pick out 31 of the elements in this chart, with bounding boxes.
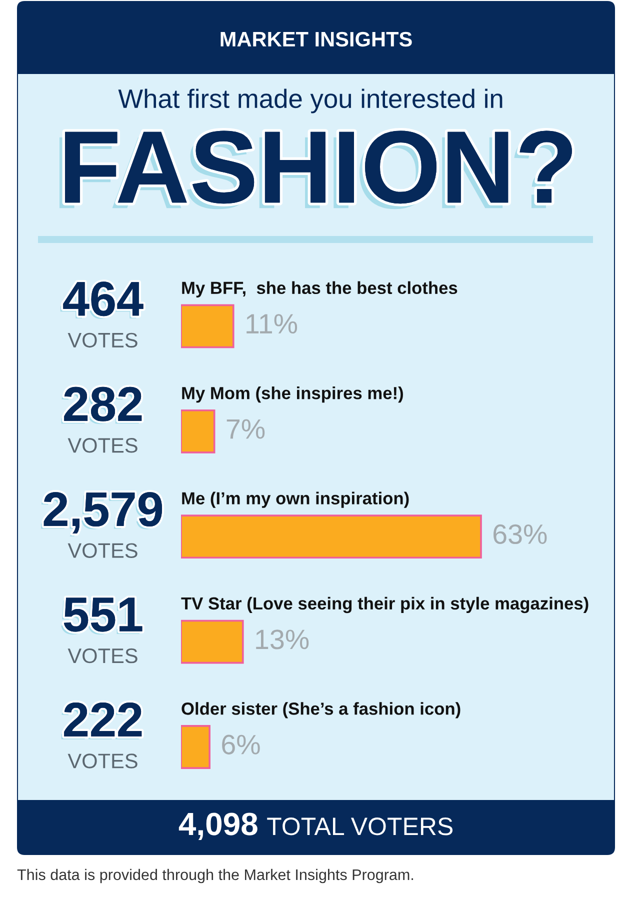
bar xyxy=(181,304,234,348)
text: 551 xyxy=(61,598,142,634)
chart-title: What first made you interested in xyxy=(118,88,502,114)
chart-subtitle: FASHION? xyxy=(60,130,572,210)
y-tick-label: My BFF, she has the best clothes xyxy=(182,281,458,298)
data-label: 13% xyxy=(256,630,309,650)
text: MARKET INSIGHTS xyxy=(220,32,412,47)
text: 222 xyxy=(61,702,142,740)
data-label: 63% xyxy=(494,524,547,544)
y-tick-label: Older sister (She’s a fashion icon) xyxy=(182,702,460,718)
bar xyxy=(181,725,210,769)
data-label: 6% xyxy=(222,734,260,754)
text: 464 xyxy=(60,282,144,319)
text: 4,098 xyxy=(178,812,258,840)
text: 2,579 xyxy=(41,492,162,536)
y-tick-label: Me (I’m my own inspiration) xyxy=(182,492,409,508)
data-label: 11% xyxy=(246,314,298,334)
text: VOTES xyxy=(68,754,138,768)
text: VOTES xyxy=(68,332,138,348)
text: VOTES xyxy=(68,648,138,664)
bar xyxy=(181,620,244,664)
y-tick-label: TV Star (Love seeing their pix in style magazines) xyxy=(181,596,588,614)
text: VOTES xyxy=(68,543,138,558)
text: This data is provided through the Market Insights Program. xyxy=(17,868,414,884)
bar xyxy=(181,514,482,559)
bar xyxy=(181,409,216,454)
text: TOTAL VOTERS xyxy=(267,818,453,836)
text: VOTES xyxy=(68,438,138,453)
text: 282 xyxy=(61,386,142,424)
data-label: 7% xyxy=(226,419,265,439)
y-tick-label: My Mom (she inspires me!) xyxy=(182,386,403,403)
